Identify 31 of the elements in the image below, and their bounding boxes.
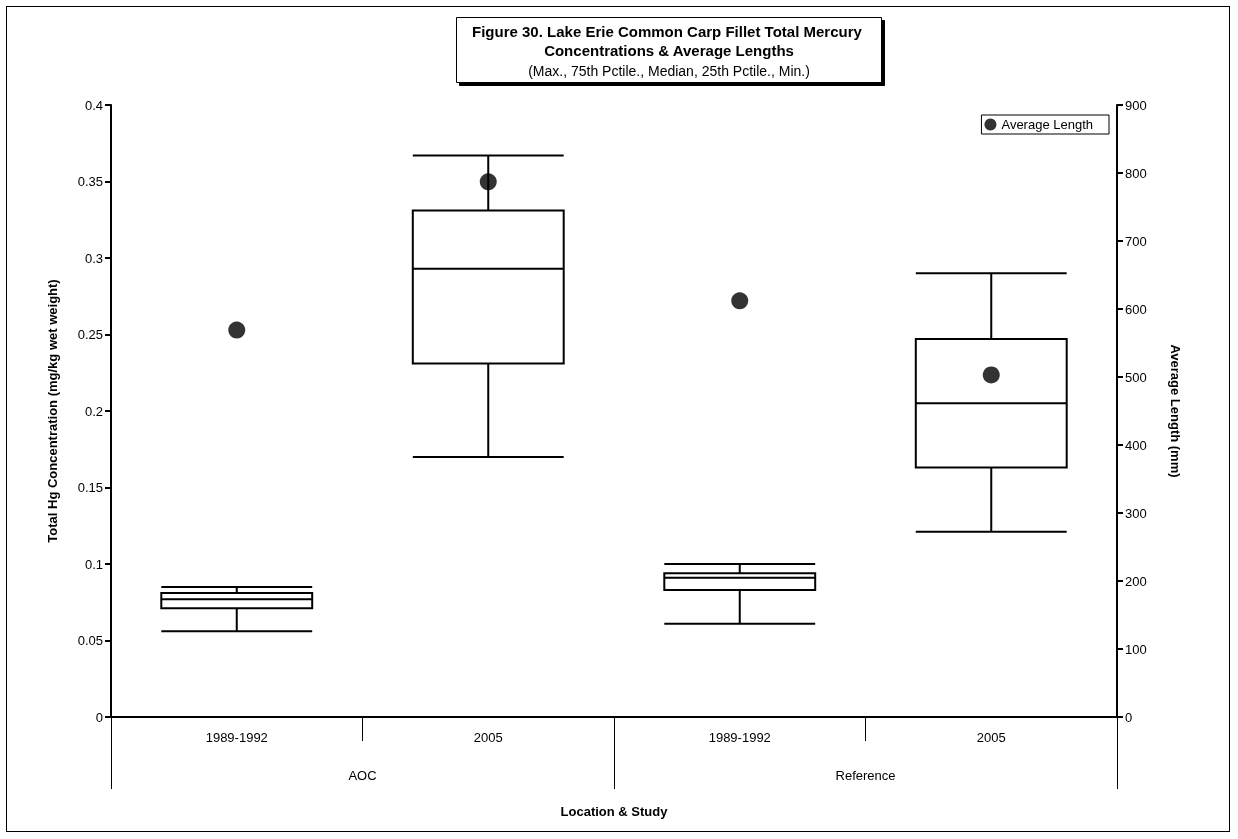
x-tick-label: 2005	[976, 730, 1006, 745]
y2-tick-label: 900	[1125, 97, 1147, 113]
x-tick-label: 2005	[473, 730, 503, 745]
y-tick-label: 0.35	[77, 174, 103, 189]
y2-tick-label: 0	[1125, 709, 1133, 725]
y-axis-title: Total Hg Concentration (mg/kg wet weight)	[45, 279, 60, 543]
y-tick-label: 0	[95, 709, 103, 725]
y-tick-label: 0.1	[84, 556, 103, 572]
text: AOC	[348, 768, 377, 783]
x-tick-label: 1989-1992	[205, 730, 268, 745]
y-tick-label: 0.3	[84, 250, 103, 266]
y2-tick-label: 500	[1125, 369, 1147, 385]
y2-tick-label: 300	[1125, 505, 1147, 521]
x-axis-title: Location & Study	[560, 804, 669, 819]
y2-tick-label: 400	[1125, 437, 1147, 453]
y2-tick-label: 100	[1125, 641, 1147, 657]
y-tick-label: 0.15	[77, 480, 103, 495]
legend-label: Average Length	[1001, 117, 1093, 132]
y-tick-label: 0.4	[84, 97, 103, 113]
y-tick-label: 0.25	[77, 327, 103, 342]
chart-title: Figure 30. Lake Erie Common Carp Fillet Total Mercury Concentrations & Average Lengths	[472, 23, 866, 59]
chart-subtitle: (Max., 75th Pctile., Median, 25th Pctile., Min.)	[528, 63, 810, 79]
text: Reference	[835, 768, 896, 783]
y-tick-label: 0.05	[77, 633, 103, 648]
y2-tick-label: 600	[1125, 301, 1147, 317]
y2-tick-label: 800	[1125, 165, 1147, 181]
y-tick-label: 0.2	[84, 403, 103, 419]
y2-tick-label: 200	[1125, 573, 1147, 589]
y2-axis-title: Average Length (mm)	[1168, 344, 1183, 478]
y2-tick-label: 700	[1125, 233, 1147, 249]
x-tick-label: 1989-1992	[708, 730, 771, 745]
